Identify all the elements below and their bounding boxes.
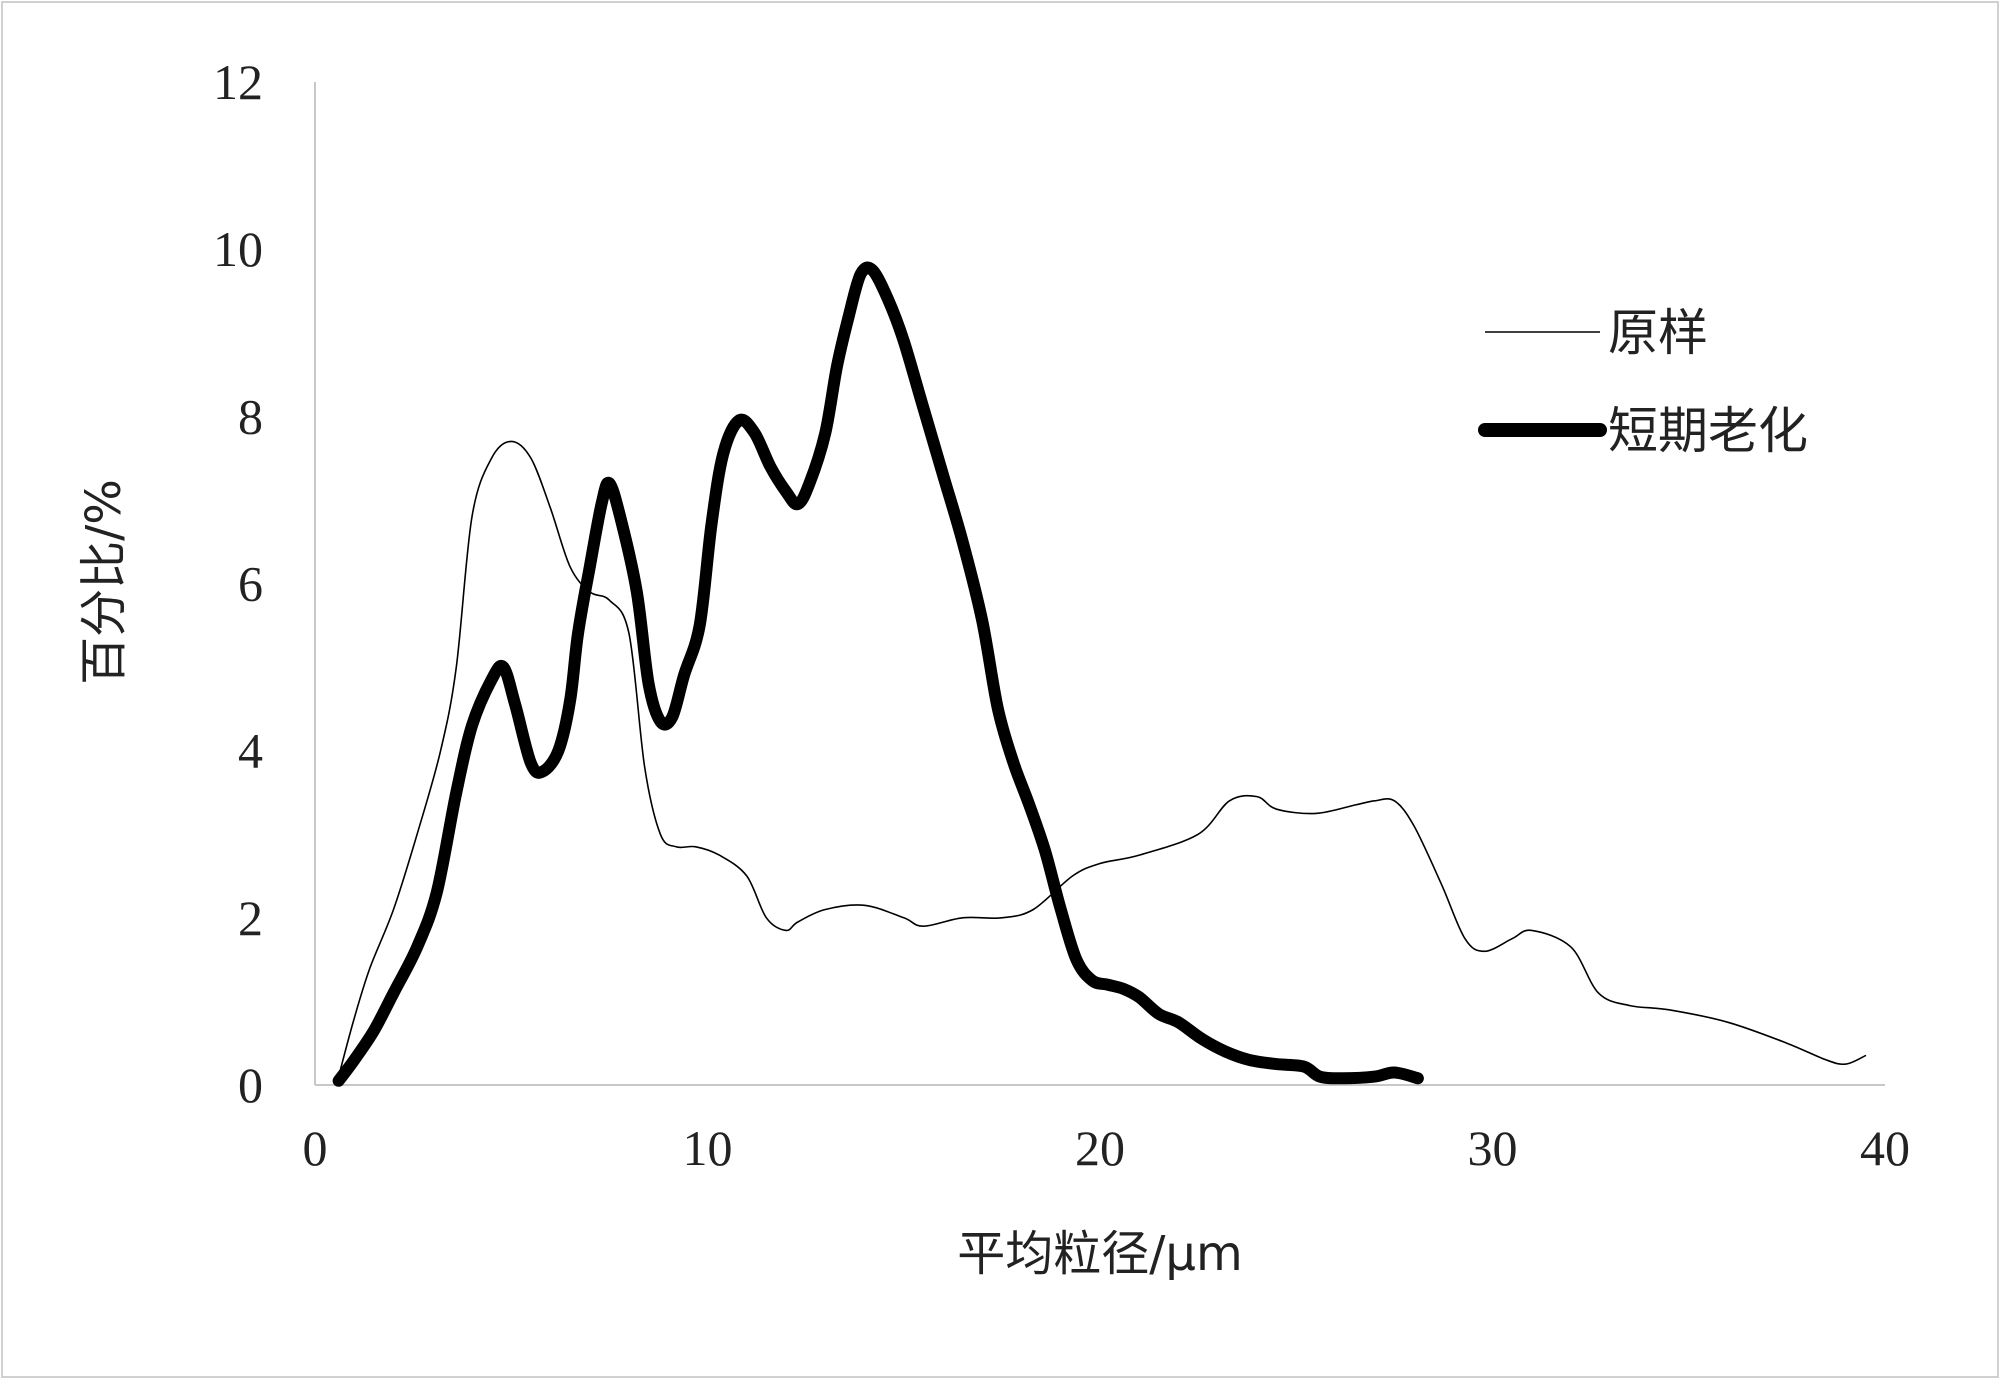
x-tick-label: 10: [683, 1120, 733, 1176]
y-tick-label: 12: [213, 54, 263, 110]
axes: [314, 82, 1885, 1086]
y-tick-label: 6: [238, 556, 263, 612]
y-axis-title: 百分比/%: [76, 479, 132, 685]
y-tick-label: 2: [238, 890, 263, 946]
y-tick-label: 0: [238, 1057, 263, 1113]
x-tick-label: 20: [1075, 1120, 1125, 1176]
x-tick-labels: 0 10 20 30 40: [303, 1120, 1911, 1176]
x-axis-title: 平均粒径/μm: [957, 1226, 1242, 1282]
legend: 原样 短期老化: [1478, 304, 1808, 460]
x-tick-label: 0: [303, 1120, 328, 1176]
y-tick-label: 10: [213, 221, 263, 277]
x-tick-label: 30: [1468, 1120, 1518, 1176]
y-tick-label: 4: [238, 723, 263, 779]
y-tick-labels: 0 2 4 6 8 10 12: [213, 54, 263, 1113]
legend-label-yuanyang: 原样: [1608, 304, 1708, 362]
series-line-yuanyang: [337, 440, 1867, 1078]
series-lines: [332, 261, 1867, 1087]
series-line-duanqi-laohua: [332, 261, 1424, 1087]
x-tick-label: 40: [1860, 1120, 1910, 1176]
y-tick-label: 8: [238, 388, 263, 444]
legend-label-duanqi-laohua: 短期老化: [1608, 402, 1808, 460]
